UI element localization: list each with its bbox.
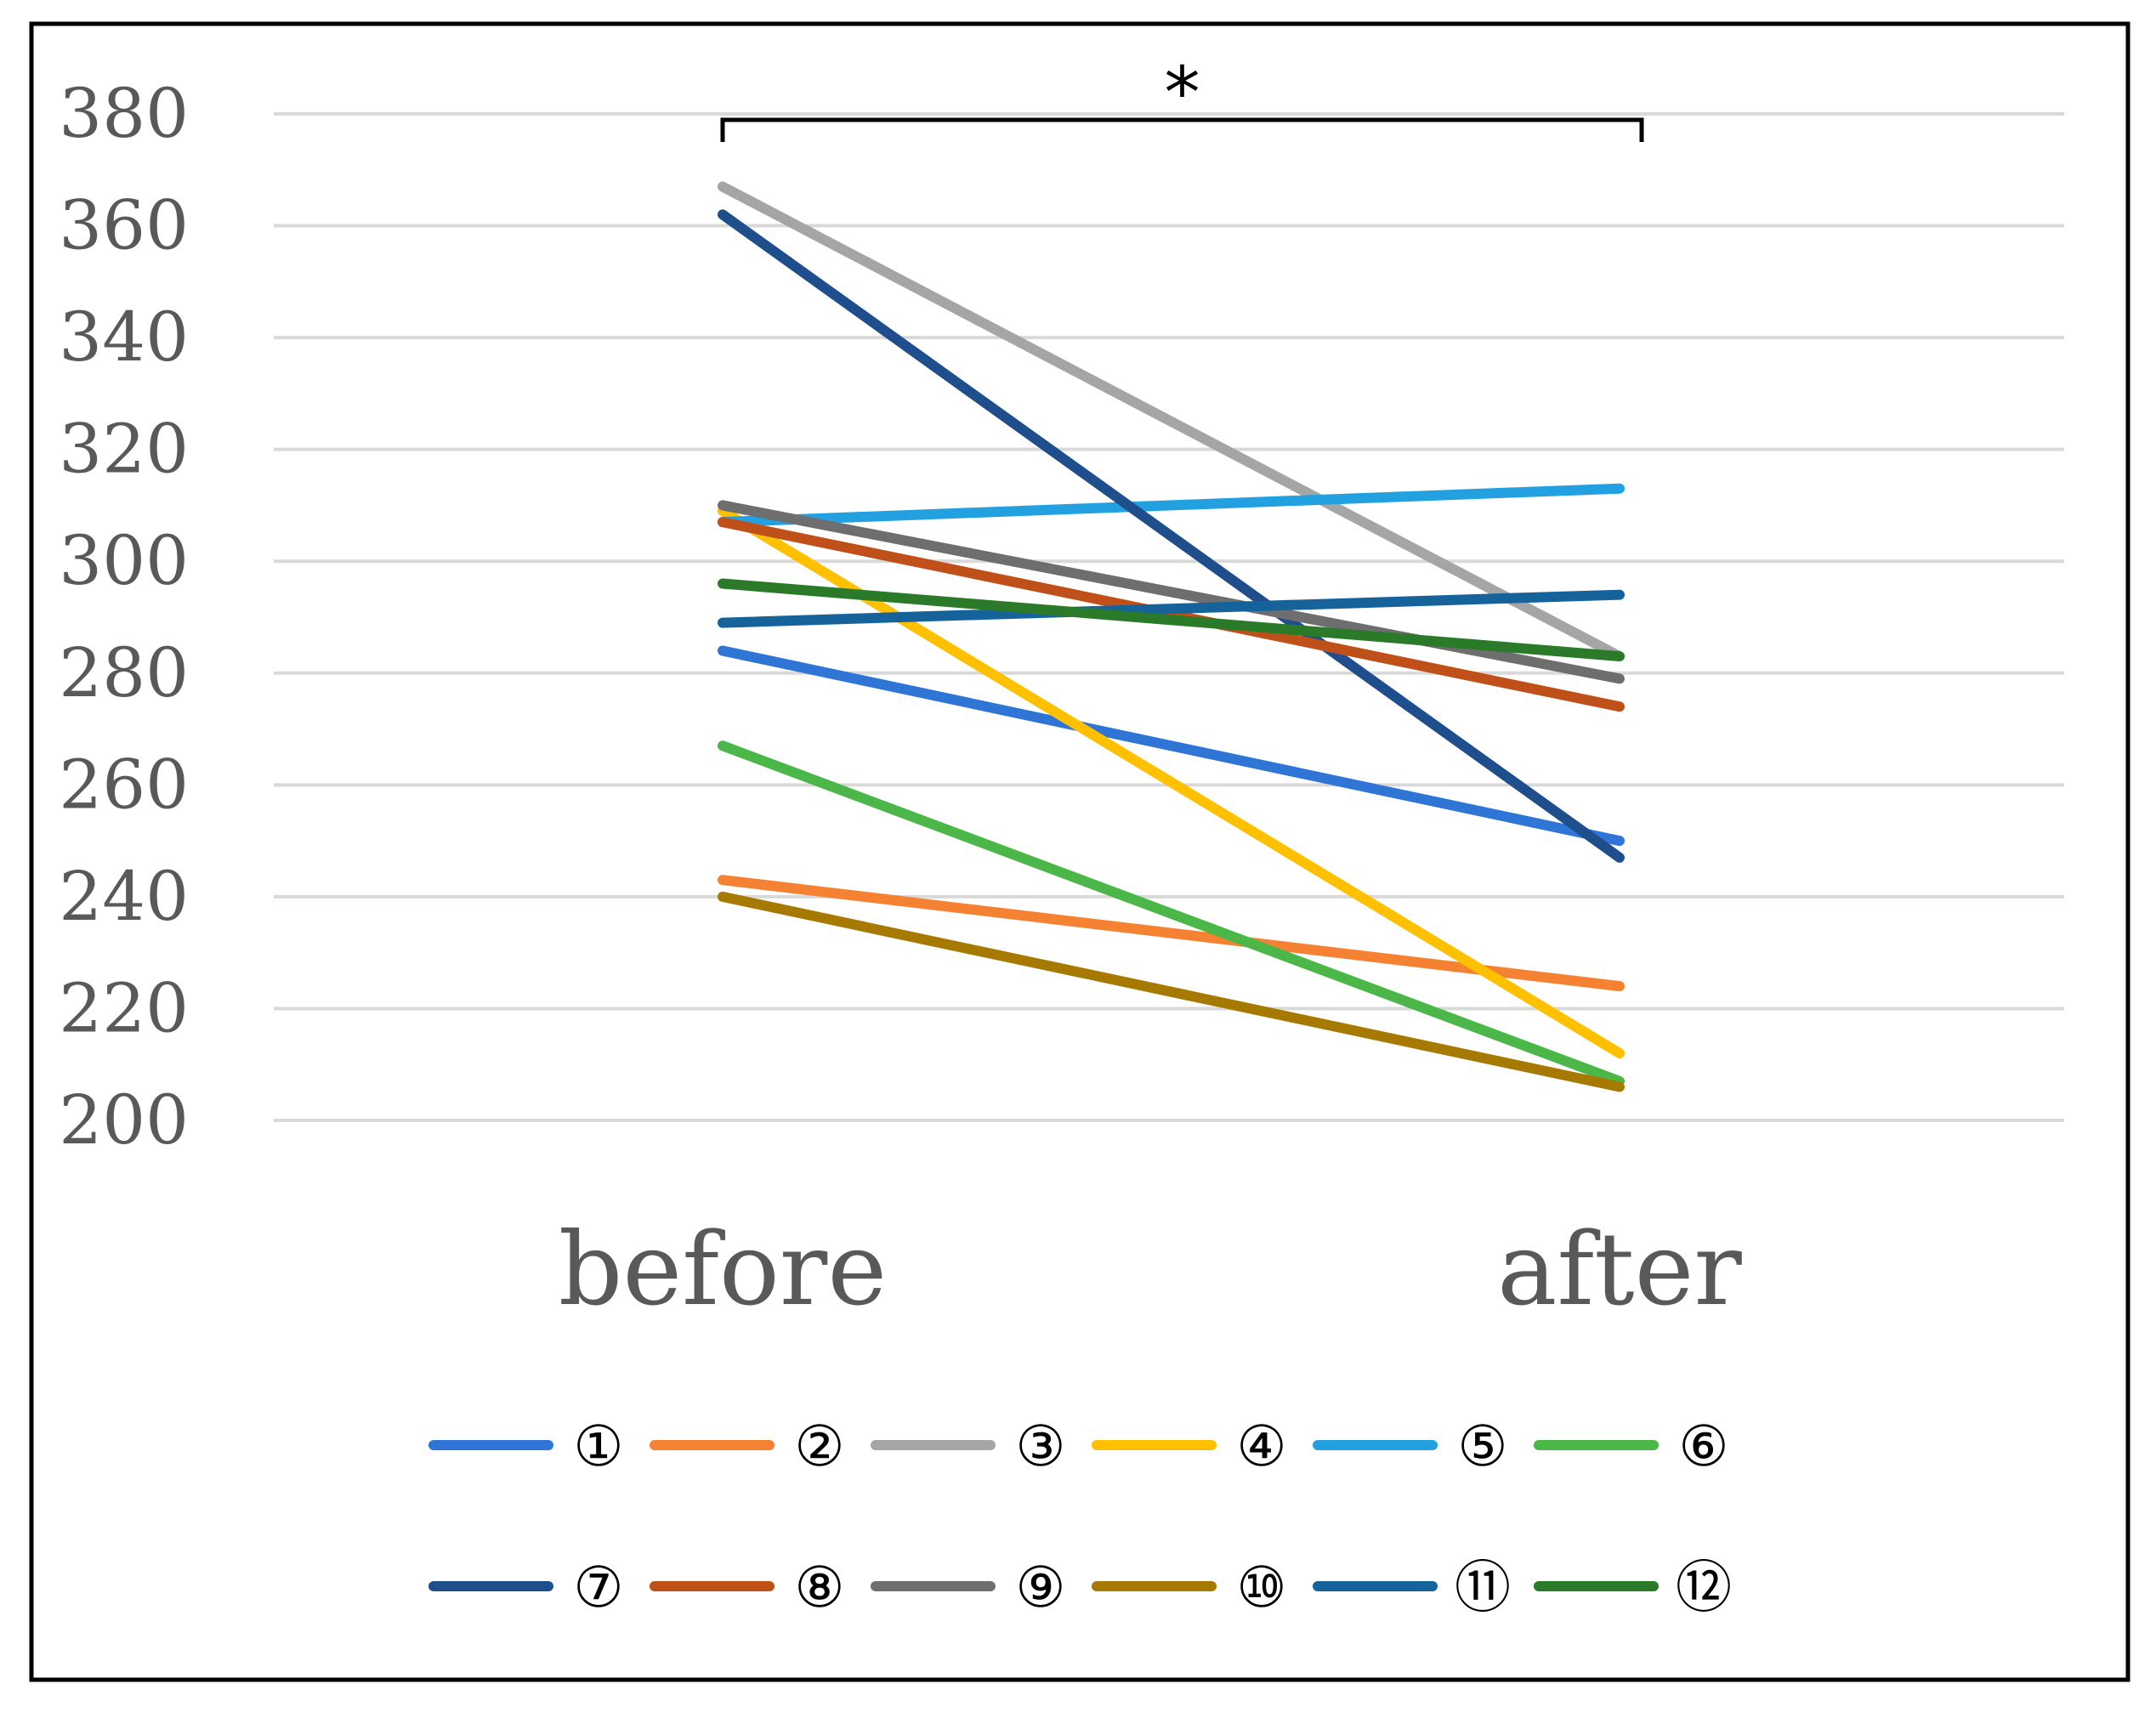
legend: ① ② ③ ④ ⑤ ⑥ ⑦ ⑧ ⑨ ⑩ ⑪ ⑫ — [428, 1414, 1732, 1620]
legend-label: ⑨ — [1015, 1555, 1065, 1620]
series-line-10 — [718, 891, 1625, 1092]
legend-label: ⑤ — [1457, 1414, 1507, 1479]
series-line-12 — [718, 578, 1625, 662]
x-axis-categories: before after — [559, 1211, 1743, 1328]
series-line-6 — [718, 740, 1625, 1086]
legend-label: ③ — [1015, 1414, 1065, 1479]
y-tick-label: 340 — [59, 298, 189, 377]
series-line-3 — [718, 181, 1625, 662]
legend-label: ⑦ — [573, 1555, 623, 1620]
y-tick-label: 360 — [59, 186, 189, 265]
y-tick-label: 380 — [59, 74, 189, 153]
series-line-4 — [718, 506, 1625, 1059]
legend-label: ⑪ — [1455, 1555, 1511, 1620]
series-line-8 — [718, 517, 1625, 712]
y-tick-label: 220 — [59, 968, 189, 1047]
legend-label: ② — [794, 1414, 844, 1479]
series-line-9 — [718, 500, 1625, 684]
legend-label: ① — [573, 1414, 623, 1479]
series-line-7 — [718, 209, 1625, 863]
x-category-label: after — [1497, 1211, 1742, 1328]
y-tick-label: 240 — [59, 857, 189, 936]
series-line-1 — [718, 645, 1625, 847]
y-tick-label: 300 — [59, 521, 189, 600]
x-category-label: before — [559, 1211, 887, 1328]
legend-label: ⑥ — [1678, 1414, 1728, 1479]
chart-border — [29, 21, 2130, 1682]
gridlines — [274, 112, 2064, 1122]
legend-label: ⑧ — [794, 1555, 844, 1620]
significance-bracket: * — [720, 51, 1644, 142]
y-tick-label: 200 — [59, 1080, 189, 1160]
y-tick-label: 320 — [59, 410, 189, 489]
legend-label: ④ — [1236, 1414, 1286, 1479]
series-line-5 — [718, 483, 1625, 528]
series-line-11 — [718, 589, 1625, 628]
legend-label: ⑩ — [1236, 1555, 1286, 1620]
series-lines — [718, 181, 1625, 1092]
y-tick-label: 280 — [59, 633, 189, 712]
significance-bracket-line — [720, 117, 1644, 142]
legend-label: ⑫ — [1676, 1555, 1732, 1620]
y-tick-label: 260 — [59, 745, 189, 824]
significance-label: * — [1165, 51, 1200, 134]
y-axis-ticks: 200 220 240 260 280 300 320 340 360 380 — [59, 74, 189, 1160]
